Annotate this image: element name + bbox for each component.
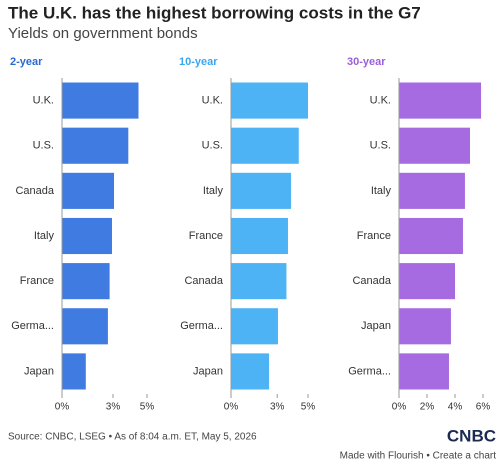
x-tick-label: 3% xyxy=(106,402,121,413)
y-tick-label: U.K. xyxy=(370,94,391,106)
bar xyxy=(399,82,482,119)
logo: CNBC xyxy=(447,426,496,445)
y-tick-label: Italy xyxy=(203,185,224,197)
panel-title: 30-year xyxy=(347,56,386,68)
bar xyxy=(399,353,449,390)
bar xyxy=(399,127,470,164)
bar xyxy=(62,172,115,209)
source: Source: CNBC, LSEG • As of 8:04 a.m. ET,… xyxy=(8,432,257,443)
y-tick-label: U.S. xyxy=(370,140,391,152)
y-tick-label: Canada xyxy=(352,275,391,287)
bar xyxy=(62,263,110,300)
y-tick-label: U.S. xyxy=(202,140,223,152)
chart-subtitle: Yields on government bonds xyxy=(8,25,198,42)
y-tick-label: Japan xyxy=(193,365,223,377)
y-tick-label: France xyxy=(357,230,391,242)
x-tick-label: 5% xyxy=(301,402,316,413)
bar xyxy=(62,308,108,345)
bar xyxy=(231,217,288,255)
x-tick-label: 0% xyxy=(55,402,70,413)
bar xyxy=(62,217,112,255)
bar xyxy=(231,82,308,119)
y-tick-label: France xyxy=(20,275,54,287)
bar xyxy=(399,263,455,300)
bar xyxy=(62,127,129,164)
x-tick-label: 5% xyxy=(140,402,155,413)
bar xyxy=(231,172,292,209)
y-tick-label: Italy xyxy=(371,185,392,197)
x-tick-label: 0% xyxy=(392,402,407,413)
panel-title: 2-year xyxy=(10,56,43,68)
x-tick-label: 6% xyxy=(476,402,491,413)
y-tick-label: Canada xyxy=(15,185,54,197)
y-tick-label: Japan xyxy=(24,365,54,377)
y-tick-label: Italy xyxy=(34,230,55,242)
y-tick-label: Germa... xyxy=(180,320,223,332)
y-tick-label: Canada xyxy=(184,275,223,287)
x-tick-label: 3% xyxy=(270,402,285,413)
bar xyxy=(231,308,278,345)
y-tick-label: U.K. xyxy=(202,94,223,106)
panel-title: 10-year xyxy=(179,56,218,68)
bar xyxy=(62,353,86,390)
bar xyxy=(231,353,270,390)
bar xyxy=(399,217,463,255)
bar xyxy=(231,263,287,300)
bar xyxy=(62,82,139,119)
bar xyxy=(399,172,465,209)
credit[interactable]: Made with Flourish • Create a chart xyxy=(340,451,497,462)
y-tick-label: Germa... xyxy=(348,365,391,377)
y-tick-label: Japan xyxy=(361,320,391,332)
bar xyxy=(399,308,451,345)
y-tick-label: France xyxy=(189,230,223,242)
y-tick-label: U.S. xyxy=(33,140,54,152)
x-tick-label: 0% xyxy=(224,402,239,413)
x-tick-label: 4% xyxy=(448,402,463,413)
y-tick-label: U.K. xyxy=(33,94,54,106)
x-tick-label: 2% xyxy=(420,402,435,413)
chart-title: The U.K. has the highest borrowing costs… xyxy=(8,3,421,22)
y-tick-label: Germa... xyxy=(11,320,54,332)
bar xyxy=(231,127,299,164)
